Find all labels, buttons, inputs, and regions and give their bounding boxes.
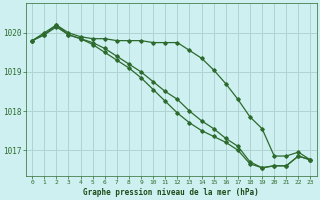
X-axis label: Graphe pression niveau de la mer (hPa): Graphe pression niveau de la mer (hPa) bbox=[84, 188, 259, 197]
